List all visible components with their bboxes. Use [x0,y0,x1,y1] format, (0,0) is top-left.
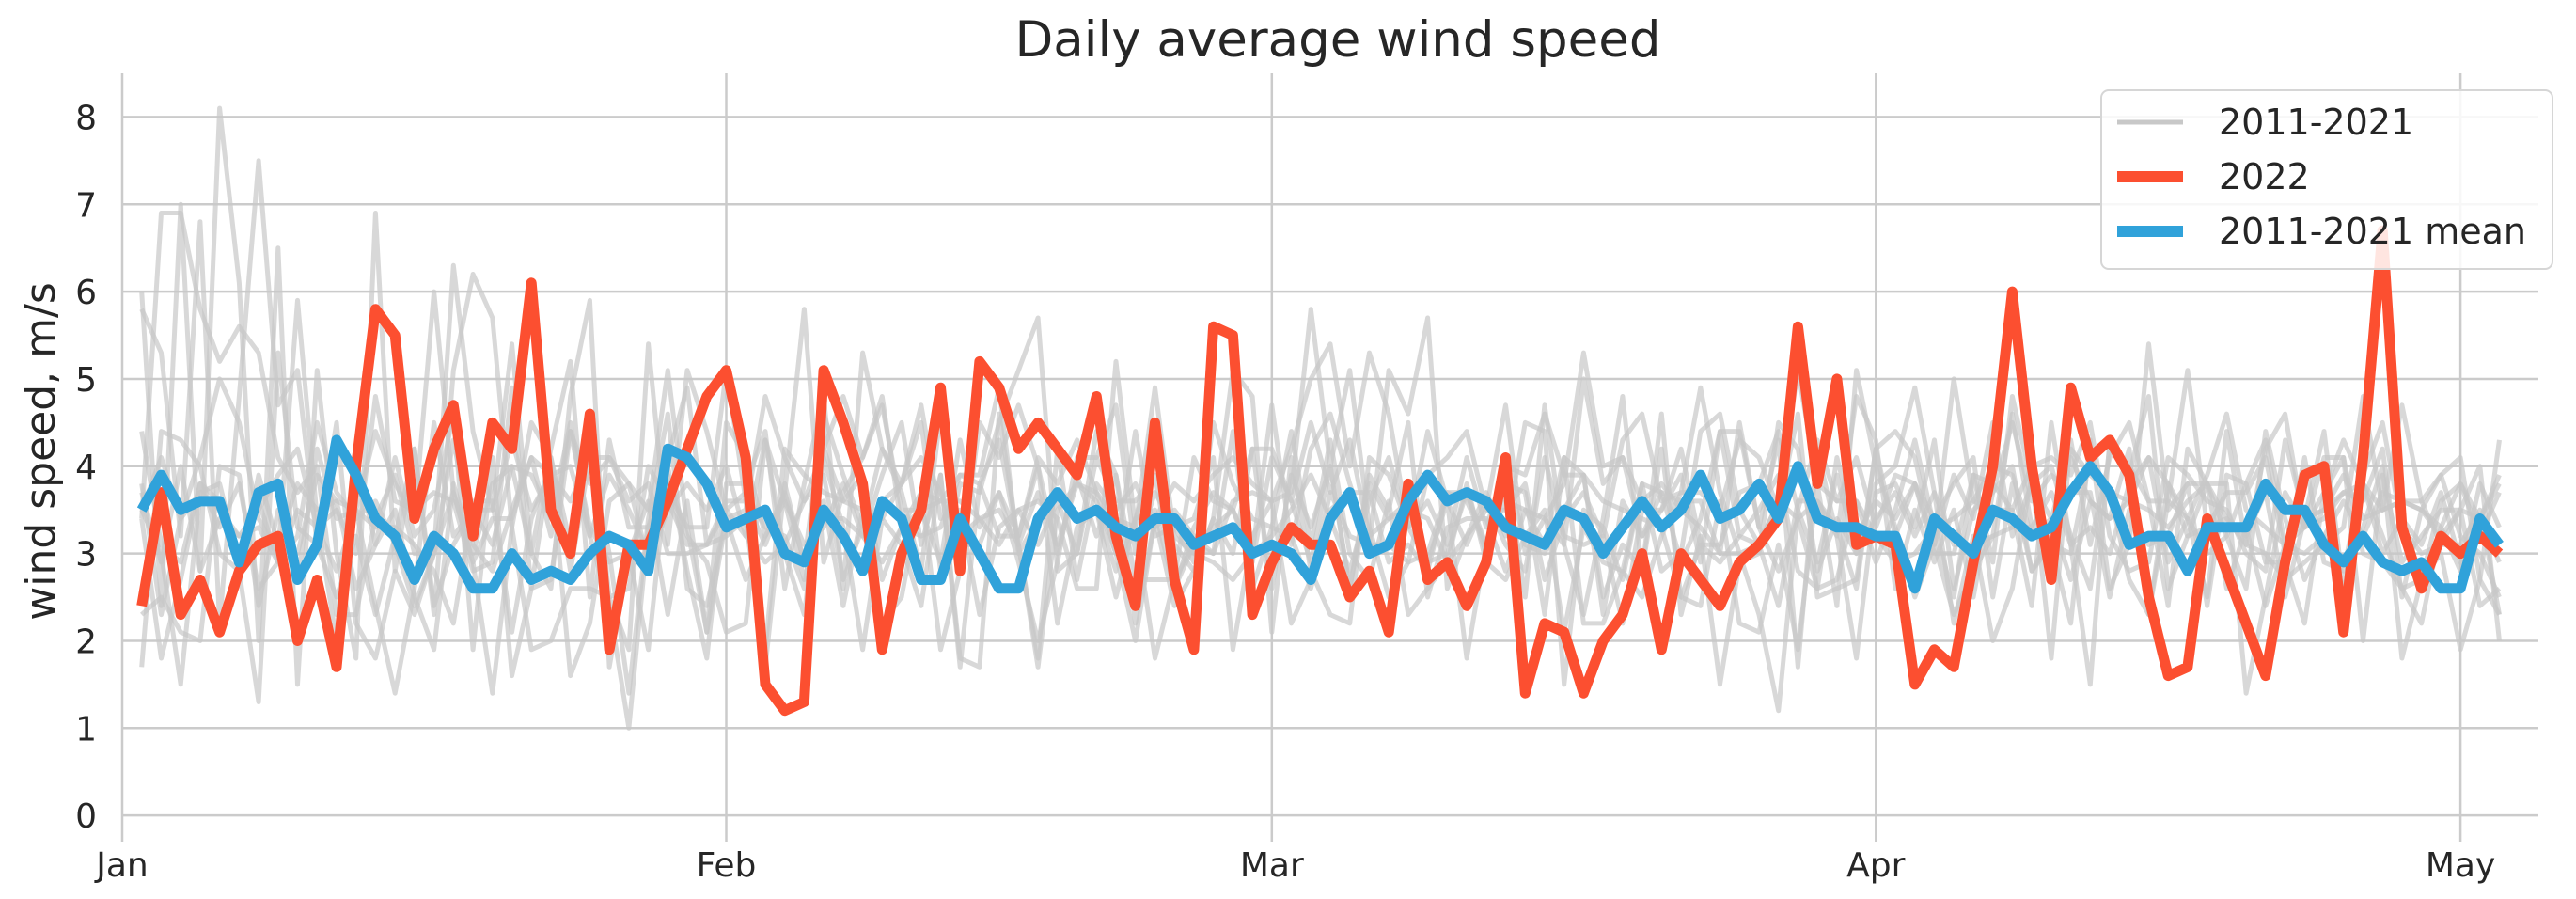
history-year-line [139,105,2502,696]
legend-label-mean: 2011-2021 mean [2219,211,2526,252]
y-tick-label: 1 [75,710,97,749]
x-tick-label: Jan [94,846,149,885]
y-tick-label: 7 [75,186,97,225]
legend-label-history: 2011-2021 [2219,102,2413,143]
x-tick-labels: Jan Feb Mar Apr May [94,846,2495,885]
history-year-line [139,358,2502,714]
history-year-line [140,385,2502,731]
legend-box [2100,89,2553,270]
legend-label-current: 2022 [2219,156,2310,197]
y-axis-label: wind speed, m/s [17,282,65,621]
y-tick-labels: 0 1 2 3 4 5 6 7 8 [75,99,97,836]
x-tick-label: Apr [1846,846,1905,885]
y-tick-label: 3 [75,536,97,575]
y-tick-label: 4 [75,449,97,487]
mean-line [136,434,2504,594]
x-tick-label: Mar [1240,846,1304,885]
chart-title: Daily average wind speed [1014,11,1660,69]
series-line-mean [136,434,2504,594]
y-tick-label: 0 [75,797,97,836]
y-tick-label: 2 [75,623,97,661]
x-tick-label: May [2426,846,2495,885]
y-tick-label: 8 [75,99,97,137]
y-tick-label: 6 [75,274,97,312]
legend: 2011-2021 2022 2011-2021 mean [2100,89,2553,270]
grid [120,73,2538,842]
y-tick-label: 5 [75,361,97,400]
x-tick-label: Feb [697,846,757,885]
